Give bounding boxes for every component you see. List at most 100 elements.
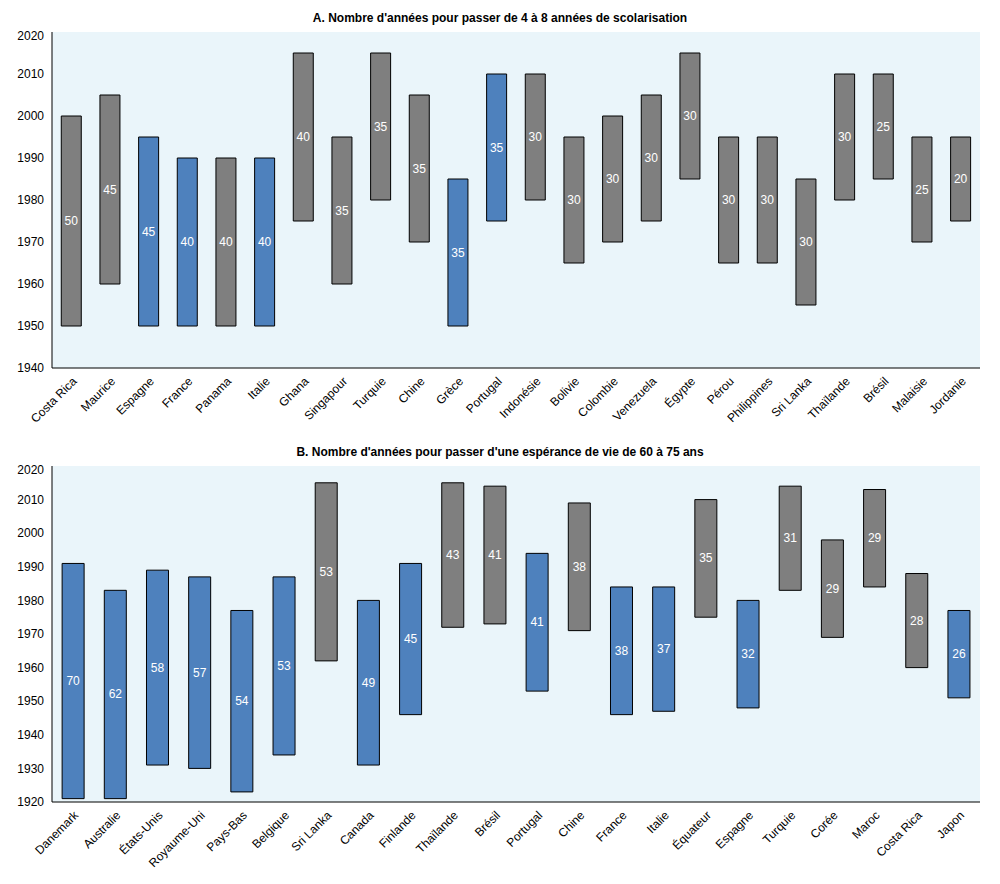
- svg-text:30: 30: [683, 109, 697, 123]
- svg-text:Chine: Chine: [555, 808, 587, 840]
- svg-text:Pays-Bas: Pays-Bas: [204, 808, 250, 854]
- svg-text:Canada: Canada: [337, 808, 377, 848]
- svg-text:1950: 1950: [17, 694, 44, 708]
- svg-text:Malaisie: Malaisie: [889, 374, 930, 415]
- svg-text:Sri Lanka: Sri Lanka: [289, 808, 335, 854]
- svg-text:Maurice: Maurice: [78, 374, 118, 414]
- svg-text:30: 30: [529, 130, 543, 144]
- svg-text:Finlande: Finlande: [376, 808, 419, 851]
- svg-text:35: 35: [335, 204, 349, 218]
- svg-text:Portugal: Portugal: [504, 808, 546, 850]
- svg-text:29: 29: [868, 531, 882, 545]
- svg-text:43: 43: [446, 548, 460, 562]
- svg-text:1980: 1980: [17, 193, 44, 207]
- svg-text:1970: 1970: [17, 235, 44, 249]
- svg-text:30: 30: [799, 235, 813, 249]
- svg-text:35: 35: [490, 141, 504, 155]
- svg-text:Thaïlande: Thaïlande: [413, 808, 461, 856]
- svg-text:26: 26: [952, 647, 966, 661]
- svg-text:Bolivie: Bolivie: [547, 374, 582, 409]
- svg-text:45: 45: [404, 632, 418, 646]
- svg-text:Pérou: Pérou: [704, 374, 737, 407]
- svg-text:31: 31: [784, 531, 798, 545]
- svg-text:38: 38: [573, 560, 587, 574]
- svg-text:2000: 2000: [17, 526, 44, 540]
- svg-text:40: 40: [219, 235, 233, 249]
- svg-text:41: 41: [530, 615, 544, 629]
- svg-text:40: 40: [181, 235, 195, 249]
- svg-text:Italie: Italie: [245, 374, 273, 402]
- svg-text:49: 49: [362, 676, 376, 690]
- svg-text:54: 54: [235, 694, 249, 708]
- svg-text:Panama: Panama: [193, 374, 235, 416]
- svg-text:Corée: Corée: [807, 808, 840, 841]
- svg-text:Jordanie: Jordanie: [926, 374, 969, 417]
- svg-text:1970: 1970: [17, 627, 44, 641]
- svg-text:Turquie: Turquie: [760, 808, 799, 847]
- svg-text:50: 50: [65, 214, 79, 228]
- svg-text:1940: 1940: [17, 361, 44, 375]
- svg-text:Indonésie: Indonésie: [497, 374, 544, 421]
- svg-text:35: 35: [374, 120, 388, 134]
- svg-text:20: 20: [954, 172, 968, 186]
- svg-text:2000: 2000: [17, 109, 44, 123]
- svg-text:Brésil: Brésil: [860, 374, 891, 405]
- svg-text:Costa Rica: Costa Rica: [28, 374, 80, 426]
- svg-text:Égypte: Égypte: [661, 373, 698, 410]
- svg-text:1990: 1990: [17, 560, 44, 574]
- svg-text:Chine: Chine: [395, 374, 427, 406]
- svg-text:53: 53: [320, 565, 334, 579]
- svg-text:Brésil: Brésil: [472, 808, 503, 839]
- svg-text:Turquie: Turquie: [350, 374, 389, 413]
- svg-text:30: 30: [567, 193, 581, 207]
- svg-text:1940: 1940: [17, 728, 44, 742]
- svg-text:2010: 2010: [17, 493, 44, 507]
- svg-text:Équateur: Équateur: [669, 808, 714, 853]
- svg-text:30: 30: [722, 193, 736, 207]
- svg-text:45: 45: [142, 225, 156, 239]
- svg-text:Espagne: Espagne: [113, 374, 157, 418]
- svg-text:Maroc: Maroc: [849, 808, 882, 841]
- svg-text:Espagne: Espagne: [713, 808, 757, 852]
- svg-text:2020: 2020: [17, 463, 44, 477]
- svg-text:Thaïlande: Thaïlande: [805, 374, 853, 422]
- svg-text:25: 25: [915, 183, 929, 197]
- svg-text:Australie: Australie: [81, 808, 124, 851]
- svg-text:29: 29: [826, 582, 840, 596]
- svg-text:France: France: [593, 808, 630, 845]
- svg-text:38: 38: [615, 644, 629, 658]
- svg-text:37: 37: [657, 642, 671, 656]
- svg-text:45: 45: [103, 183, 117, 197]
- svg-text:58: 58: [151, 661, 165, 675]
- svg-text:40: 40: [297, 130, 311, 144]
- svg-text:1960: 1960: [17, 277, 44, 291]
- svg-text:1960: 1960: [17, 661, 44, 675]
- svg-text:25: 25: [877, 120, 891, 134]
- svg-text:Royaume-Uni: Royaume-Uni: [146, 808, 208, 870]
- svg-text:30: 30: [645, 151, 659, 165]
- svg-text:1930: 1930: [17, 762, 44, 776]
- svg-text:Belgique: Belgique: [249, 808, 292, 851]
- svg-text:Italie: Italie: [644, 808, 672, 836]
- svg-text:2010: 2010: [17, 67, 44, 81]
- svg-text:Philippines: Philippines: [725, 374, 776, 425]
- svg-text:France: France: [159, 374, 196, 411]
- svg-text:70: 70: [66, 674, 80, 688]
- svg-text:30: 30: [606, 172, 620, 186]
- svg-text:35: 35: [699, 551, 713, 565]
- svg-text:Venezuela: Venezuela: [610, 374, 660, 424]
- svg-text:62: 62: [109, 687, 123, 701]
- svg-text:Costa Rica: Costa Rica: [873, 808, 925, 860]
- svg-text:57: 57: [193, 666, 207, 680]
- svg-text:41: 41: [488, 548, 502, 562]
- svg-text:2020: 2020: [17, 29, 44, 43]
- svg-text:53: 53: [277, 659, 291, 673]
- svg-text:Grèce: Grèce: [433, 374, 466, 407]
- svg-text:1980: 1980: [17, 594, 44, 608]
- svg-text:30: 30: [761, 193, 775, 207]
- svg-text:28: 28: [910, 614, 924, 628]
- svg-text:Japon: Japon: [934, 808, 967, 841]
- svg-text:35: 35: [451, 246, 465, 260]
- svg-text:30: 30: [838, 130, 852, 144]
- svg-text:1920: 1920: [17, 795, 44, 809]
